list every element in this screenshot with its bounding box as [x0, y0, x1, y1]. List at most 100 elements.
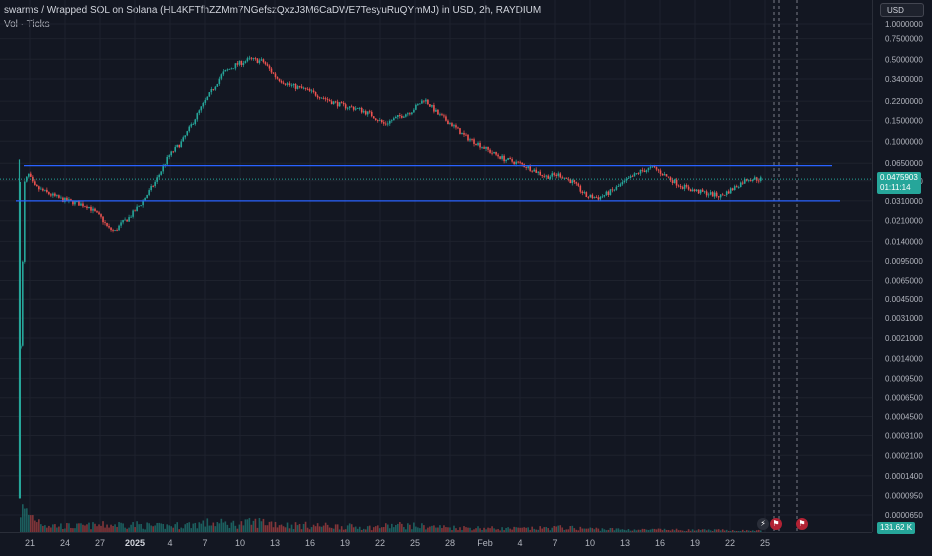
- candle-body: [76, 201, 78, 203]
- candlestick-chart[interactable]: [0, 0, 872, 532]
- candle-body: [116, 230, 118, 231]
- volume-bar: [300, 529, 303, 532]
- candle-body: [533, 169, 535, 172]
- volume-bar: [312, 524, 315, 532]
- volume-bar: [529, 529, 531, 532]
- time-axis[interactable]: 21 24 27 2025 4 7 10 13 16 19 22 25 28 Feb 4 7 10 13 16 19 2…: [0, 532, 872, 551]
- candle-body: [597, 197, 600, 200]
- candle-body: [591, 194, 594, 199]
- volume-bar: [653, 528, 656, 532]
- candle-body: [334, 101, 337, 103]
- candle-body: [507, 158, 509, 160]
- volume-bar: [463, 526, 465, 532]
- candle-body: [417, 103, 419, 105]
- candle-body: [254, 58, 257, 59]
- candle-body: [757, 180, 760, 182]
- volume-bar: [709, 530, 712, 532]
- volume-bar: [304, 521, 307, 532]
- candle-body: [433, 105, 435, 112]
- volume-bar: [318, 526, 321, 532]
- candle-body: [146, 194, 148, 199]
- volume-bar: [272, 527, 275, 532]
- candle-body: [294, 83, 297, 89]
- volume-bar: [324, 522, 327, 532]
- volume-bar: [431, 525, 433, 532]
- volume-bar: [144, 529, 146, 532]
- candle-body: [453, 125, 455, 127]
- candle-body: [427, 99, 429, 105]
- candle-body: [559, 173, 562, 178]
- volume-bar: [376, 525, 379, 532]
- event-flag-icon-2[interactable]: ⚑: [796, 518, 808, 530]
- candle-body: [158, 174, 160, 178]
- volume-bar: [455, 528, 457, 532]
- candle-body: [94, 208, 96, 212]
- candle-body: [104, 222, 106, 224]
- candle-body: [252, 58, 255, 59]
- volume-bar: [206, 518, 209, 532]
- candle-body: [673, 179, 676, 184]
- time-tick-label: 19: [690, 538, 700, 548]
- candle-body: [481, 147, 483, 148]
- volume-bar: [633, 529, 636, 532]
- price-tick-label: 0.0009500: [885, 374, 923, 383]
- volume-bar: [553, 526, 556, 532]
- candle-body: [415, 104, 417, 110]
- volume-bar: [489, 528, 491, 532]
- volume-bar: [228, 527, 231, 532]
- candle-body: [759, 177, 762, 181]
- candle-body: [655, 167, 658, 170]
- volume-bar: [200, 523, 203, 532]
- time-tick-label: 7: [552, 538, 557, 548]
- chart-area[interactable]: [0, 0, 872, 532]
- candle-body: [356, 107, 359, 109]
- volume-bar: [168, 525, 171, 532]
- candle-body: [362, 111, 365, 113]
- candle-body: [170, 151, 173, 156]
- volume-bar: [328, 527, 331, 532]
- candle-body: [647, 167, 650, 171]
- volume-bar: [555, 526, 558, 532]
- volume-bar: [234, 525, 237, 532]
- candle-body: [545, 175, 548, 177]
- candle-body: [633, 173, 636, 177]
- volume-bar: [413, 522, 415, 532]
- volume-bar: [384, 523, 387, 532]
- volume-bar: [667, 529, 670, 532]
- candle-body: [671, 180, 674, 184]
- candle-body: [82, 203, 84, 207]
- candle-body: [695, 189, 698, 191]
- candle-body: [631, 176, 634, 178]
- candle-body: [621, 182, 624, 185]
- candle-body: [380, 120, 383, 123]
- candle-body: [593, 197, 596, 199]
- candle-body: [270, 68, 273, 73]
- candle-body: [134, 210, 136, 212]
- candle-body: [663, 174, 666, 176]
- volume-bar: [64, 528, 66, 532]
- volume-bar: [449, 527, 451, 532]
- candle-body: [525, 167, 527, 168]
- volume-bar: [443, 525, 445, 532]
- volume-bar: [673, 530, 676, 532]
- candle-body: [120, 222, 122, 226]
- volume-bar: [262, 518, 265, 532]
- candle-body: [218, 78, 221, 84]
- price-axis[interactable]: 1.0000000 0.7500000 0.5000000 0.3400000 0.22…: [872, 0, 932, 532]
- candle-body: [611, 189, 614, 191]
- event-bolt-icon[interactable]: ⚡: [757, 518, 769, 530]
- candle-body: [563, 177, 566, 179]
- volume-bar: [401, 523, 403, 532]
- candle-body: [601, 196, 604, 198]
- candle-body: [106, 223, 108, 227]
- volume-bar: [637, 529, 640, 532]
- volume-bar: [342, 529, 345, 532]
- volume-bar: [685, 531, 688, 532]
- candle-body: [401, 116, 403, 118]
- candle-body: [246, 58, 249, 62]
- volume-bar: [50, 527, 52, 532]
- volume-bar: [386, 524, 389, 532]
- currency-button[interactable]: USD: [880, 3, 924, 17]
- event-flag-icon[interactable]: ⚑: [770, 518, 782, 530]
- volume-bar: [409, 524, 411, 532]
